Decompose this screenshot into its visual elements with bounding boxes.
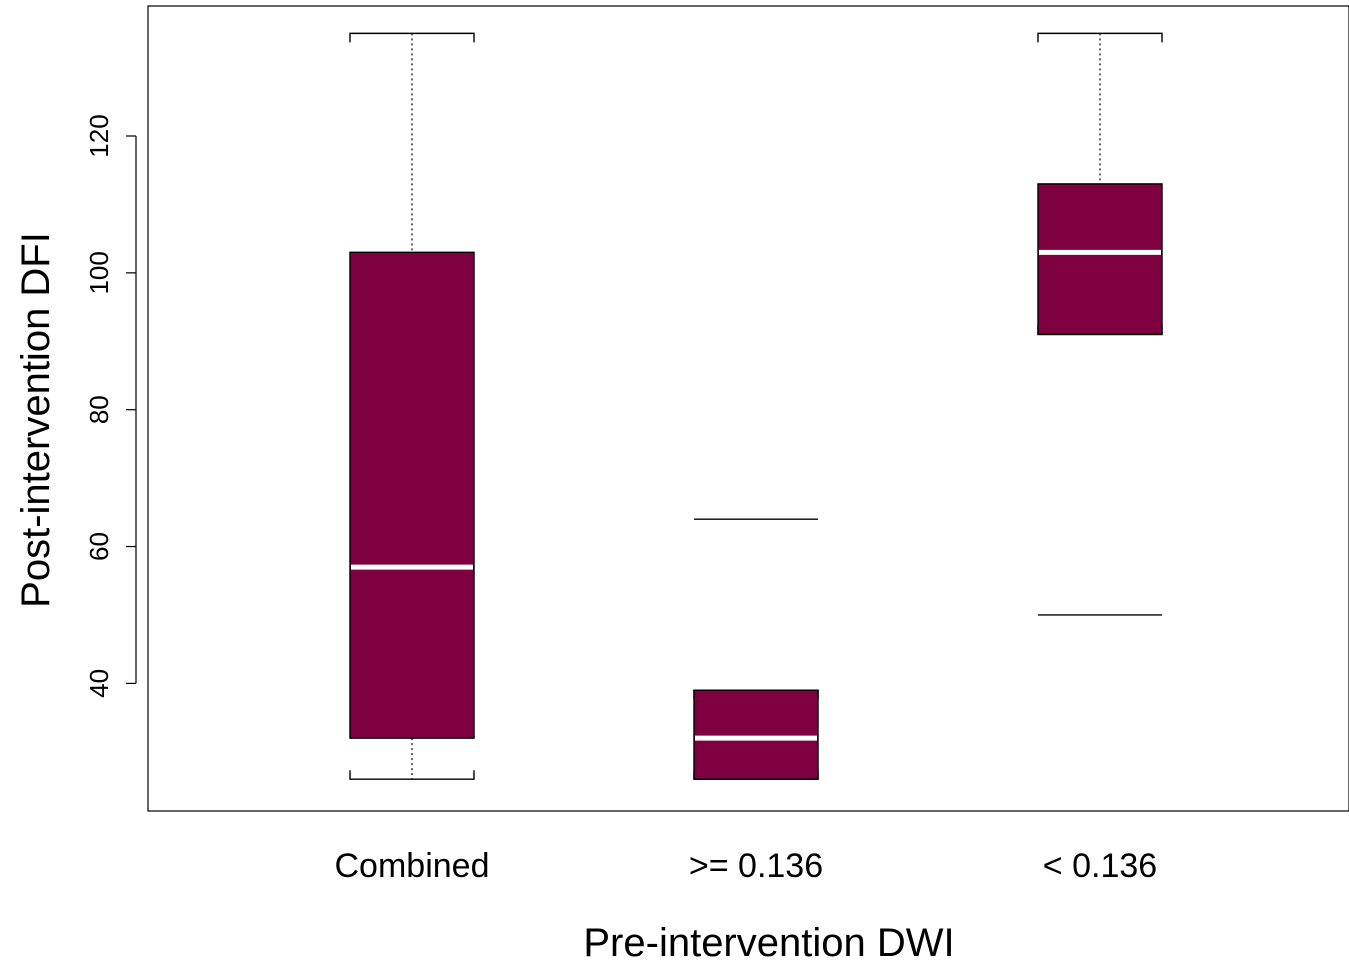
upper-whisker-cap	[349, 32, 475, 43]
x-tick-labels: Combined >= 0.136 < 0.136	[335, 847, 1158, 885]
lower-whisker-cap	[349, 770, 475, 780]
y-axis-label: Post-intervention DFI	[14, 232, 58, 608]
y-tick-label: 40	[84, 669, 114, 698]
y-tick-label: 80	[84, 395, 114, 424]
boxes-layer	[349, 32, 1163, 780]
iqr-box	[349, 251, 475, 739]
y-tick-label: 60	[84, 532, 114, 561]
upper-whisker-cap	[1037, 32, 1163, 43]
x-axis-label: Pre-intervention DWI	[583, 921, 954, 962]
plot-frame	[147, 5, 1349, 812]
box-group-1	[349, 32, 475, 780]
x-tick-label: >= 0.136	[689, 847, 823, 885]
iqr-box	[1037, 183, 1163, 336]
iqr-box	[693, 689, 819, 780]
x-tick-label: < 0.136	[1043, 847, 1157, 885]
x-tick-label: Combined	[335, 847, 490, 885]
y-tick-label: 100	[84, 251, 114, 294]
box-group-3	[1037, 32, 1163, 616]
y-axis: 40 60 80 100 120	[84, 114, 137, 698]
box-group-2	[693, 518, 819, 780]
y-tick-label: 120	[84, 114, 114, 157]
